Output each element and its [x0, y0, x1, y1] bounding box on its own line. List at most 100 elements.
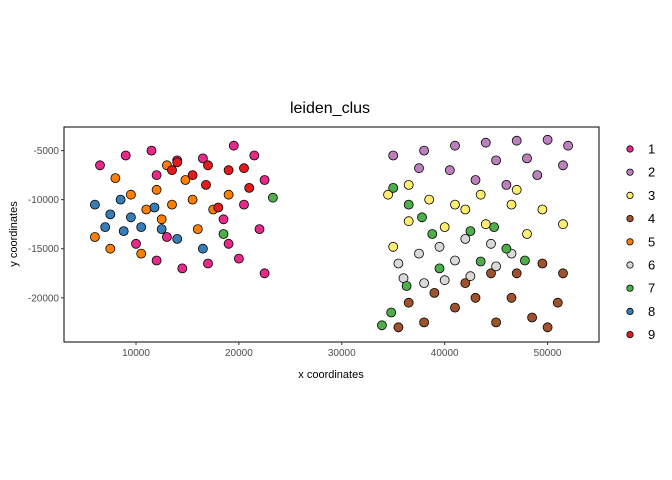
series-2: [388, 134, 573, 190]
point-cluster-5: [156, 214, 167, 225]
legend-label: 8: [648, 304, 655, 319]
point-cluster-7: [417, 212, 427, 223]
legend-key: [626, 307, 634, 315]
point-cluster-2: [491, 155, 502, 166]
point-cluster-5: [187, 194, 198, 205]
series-7: [218, 182, 530, 331]
point-cluster-2: [480, 137, 491, 148]
legend-key: [626, 284, 634, 292]
point-cluster-8: [149, 202, 160, 213]
point-cluster-4: [552, 297, 563, 308]
point-cluster-2: [563, 140, 573, 151]
point-cluster-5: [125, 189, 136, 200]
point-cluster-7: [218, 229, 229, 239]
point-cluster-9: [201, 179, 211, 190]
point-cluster-5: [141, 204, 152, 215]
point-cluster-7: [475, 256, 486, 267]
x-axis-title: x coordinates: [298, 369, 364, 381]
point-cluster-6: [439, 275, 450, 286]
point-cluster-4: [419, 317, 430, 328]
point-cluster-1: [197, 153, 208, 164]
legend-key: [626, 145, 634, 153]
point-cluster-7: [501, 243, 512, 254]
legend-item-5: 5: [626, 234, 655, 249]
point-cluster-2: [558, 160, 568, 171]
y-tick-label: -20000: [28, 293, 60, 304]
legend-label: 3: [648, 188, 655, 203]
point-cluster-3: [383, 189, 394, 200]
point-cluster-3: [403, 179, 414, 190]
point-cluster-8: [125, 212, 136, 223]
point-cluster-1: [161, 232, 172, 242]
point-cluster-7: [388, 182, 399, 193]
point-cluster-2: [450, 140, 460, 151]
legend-item-6: 6: [626, 258, 655, 273]
point-cluster-3: [480, 219, 491, 230]
point-cluster-2: [501, 179, 512, 190]
point-cluster-3: [388, 241, 399, 252]
y-axis: -5000 -10000 -15000 -20000: [28, 146, 64, 304]
point-cluster-2: [532, 170, 543, 181]
y-tick-label: -10000: [28, 195, 60, 206]
point-cluster-7: [489, 222, 500, 233]
legend-label: 5: [648, 234, 655, 249]
point-cluster-5: [136, 248, 147, 259]
point-cluster-8: [172, 233, 183, 244]
legend-item-1: 1: [626, 142, 655, 157]
plot-panel-border: [63, 126, 600, 343]
point-cluster-4: [403, 297, 414, 308]
point-cluster-7: [427, 229, 438, 239]
point-cluster-7: [401, 281, 412, 291]
point-cluster-3: [439, 222, 450, 233]
point-cluster-5: [151, 184, 162, 195]
point-cluster-6: [486, 238, 496, 249]
point-cluster-4: [460, 278, 471, 289]
point-cluster-4: [537, 258, 548, 269]
point-cluster-4: [506, 292, 517, 303]
x-tick-label: 10000: [122, 348, 150, 359]
point-cluster-1: [218, 214, 229, 225]
series-5: [90, 160, 234, 259]
point-cluster-8: [156, 224, 167, 235]
series-4: [393, 258, 568, 333]
point-cluster-4: [527, 312, 537, 323]
point-cluster-1: [259, 268, 270, 279]
legend-item-4: 4: [626, 211, 655, 226]
point-cluster-4: [491, 317, 502, 328]
series-9: [167, 157, 255, 213]
y-tick-label: -5000: [33, 146, 59, 157]
point-cluster-8: [197, 243, 208, 254]
point-cluster-3: [522, 229, 532, 239]
legend-item-3: 3: [626, 188, 655, 203]
x-tick-label: 50000: [534, 348, 562, 359]
point-cluster-3: [475, 189, 486, 200]
point-cluster-6: [414, 248, 424, 259]
series-1: [95, 140, 270, 279]
point-cluster-8: [100, 222, 111, 233]
legend-label: 1: [648, 142, 655, 157]
point-cluster-8: [115, 194, 126, 205]
point-cluster-1: [233, 253, 244, 264]
point-cluster-2: [522, 153, 532, 164]
point-cluster-1: [259, 175, 270, 185]
point-cluster-8: [118, 226, 129, 237]
legend-item-7: 7: [626, 281, 655, 296]
point-cluster-2: [414, 163, 424, 174]
point-cluster-7: [386, 307, 397, 318]
point-cluster-7: [434, 263, 445, 274]
point-cluster-3: [511, 184, 522, 195]
point-cluster-4: [486, 268, 496, 279]
series-8: [90, 194, 208, 254]
point-cluster-6: [434, 241, 445, 252]
legend-label: 4: [648, 211, 655, 226]
point-cluster-8: [105, 209, 116, 220]
point-cluster-1: [203, 258, 213, 269]
point-cluster-2: [470, 175, 481, 185]
x-tick-label: 30000: [328, 348, 356, 359]
chart-title: leiden_clus: [290, 100, 370, 117]
point-cluster-9: [187, 170, 198, 181]
point-cluster-7: [267, 192, 278, 203]
legend-key: [626, 238, 634, 246]
point-cluster-8: [136, 222, 147, 233]
